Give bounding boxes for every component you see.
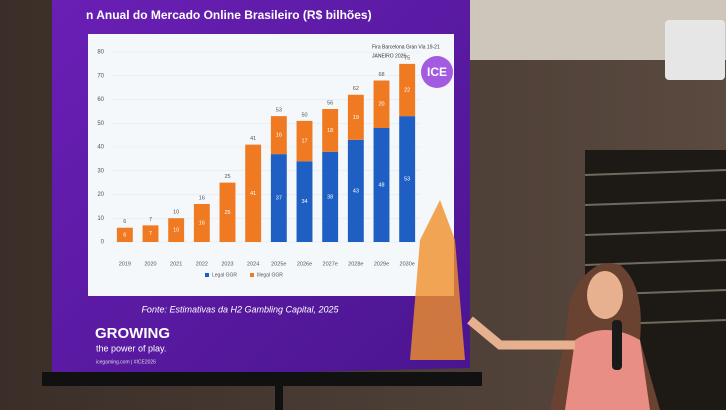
x-tick-label: 2020 [144, 261, 156, 267]
chart-title: n Anual do Mercado Online Brasileiro (R$… [86, 8, 372, 22]
x-tick-label: 2028e [348, 261, 363, 267]
x-tick-label: 2021 [170, 261, 182, 267]
total-label: 75 [404, 55, 410, 61]
y-tick-label: 80 [97, 50, 104, 56]
x-tick-label: 2022 [196, 261, 208, 267]
y-tick-label: 20 [97, 192, 104, 198]
legend-label: Illegal GGR [257, 272, 283, 278]
bar-segment [399, 116, 416, 242]
bar-value-label: 38 [327, 194, 333, 200]
bar-segment [399, 63, 416, 117]
bar-segment [193, 204, 210, 242]
x-tick-label: 2024 [247, 261, 259, 267]
bar-value-label: 16 [276, 133, 282, 139]
total-label: 25 [224, 174, 230, 180]
brand: GROWING [95, 325, 170, 342]
x-tick-label: 2030e [400, 261, 415, 267]
air-conditioner [665, 20, 725, 80]
total-label: 53 [276, 108, 282, 114]
bar-value-label: 22 [404, 87, 410, 93]
x-tick-label: 2019 [119, 261, 131, 267]
x-tick-label: 2023 [221, 261, 233, 267]
total-label: 68 [378, 72, 384, 78]
bar-value-label: 16 [199, 220, 205, 226]
bar-value-label: 37 [276, 196, 282, 202]
bar-segment [296, 120, 313, 162]
bar-segment [245, 144, 262, 242]
bar-value-label: 25 [224, 210, 230, 216]
total-label: 62 [353, 86, 359, 92]
bar-value-label: 48 [378, 182, 384, 188]
source: Fonte: Estimativas da H2 Gambling Capita… [141, 304, 339, 314]
bar-segment [219, 182, 236, 242]
ice-badge [421, 56, 453, 88]
total-label: 7 [149, 217, 152, 223]
bar-value-label: 10 [173, 228, 179, 234]
total-label: 10 [173, 210, 179, 216]
event-date: JANEIRO 2026 [372, 53, 406, 59]
bar-segment [116, 227, 133, 242]
bar-value-label: 53 [404, 177, 410, 183]
x-tick-label: 2025e [271, 261, 286, 267]
y-tick-label: 40 [97, 145, 104, 151]
bar-value-label: 7 [149, 231, 152, 237]
bar-segment [296, 161, 313, 242]
bar-segment [142, 225, 159, 242]
y-tick-label: 70 [97, 73, 104, 79]
y-tick-label: 10 [97, 216, 104, 222]
bar-segment [373, 80, 390, 128]
bar-segment [347, 139, 364, 242]
y-tick-label: 50 [97, 121, 104, 127]
bar-value-label: 41 [250, 191, 256, 197]
sculpture [410, 200, 465, 360]
total-label: 56 [327, 100, 333, 106]
bar-value-label: 43 [353, 188, 359, 194]
bar-value-label: 34 [301, 199, 307, 205]
bar-value-label: 20 [378, 102, 384, 108]
x-tick-label: 2027e [323, 261, 338, 267]
y-tick-label: 30 [97, 168, 104, 174]
bar-segment [270, 154, 287, 242]
x-tick-label: 2026e [297, 261, 312, 267]
bar-value-label: 17 [301, 139, 307, 145]
bar-segment [322, 151, 339, 242]
bar-value-label: 19 [353, 115, 359, 121]
bar-segment [168, 218, 185, 242]
screen-stand [275, 386, 283, 410]
ice-label: ICE [427, 65, 447, 79]
bar-segment [270, 116, 287, 155]
chart: 0102030405060708020196620207720211010202… [97, 50, 420, 278]
x-tick-label: 2029e [374, 261, 389, 267]
bar-value-label: 6 [123, 232, 126, 238]
event: Fira Barcelona Gran Via 19-21 [372, 44, 440, 50]
bar-segment [373, 128, 390, 242]
legend-label: Legal GGR [212, 272, 237, 278]
total-label: 6 [123, 219, 126, 225]
total-label: 50 [301, 112, 307, 118]
bar-segment [347, 94, 364, 140]
tagline: the power of play. [96, 343, 166, 353]
bar-segment [322, 109, 339, 152]
total-label: 41 [250, 136, 256, 142]
bar-value-label: 18 [327, 128, 333, 134]
y-tick-label: 0 [101, 240, 105, 246]
screen-bar [42, 372, 482, 386]
presenter [467, 263, 660, 410]
total-label: 16 [199, 195, 205, 201]
legend-swatch [250, 273, 254, 277]
footer: icegaming.com | #ICE2026 [96, 359, 156, 365]
y-tick-label: 60 [97, 97, 104, 103]
legend-swatch [205, 273, 209, 277]
